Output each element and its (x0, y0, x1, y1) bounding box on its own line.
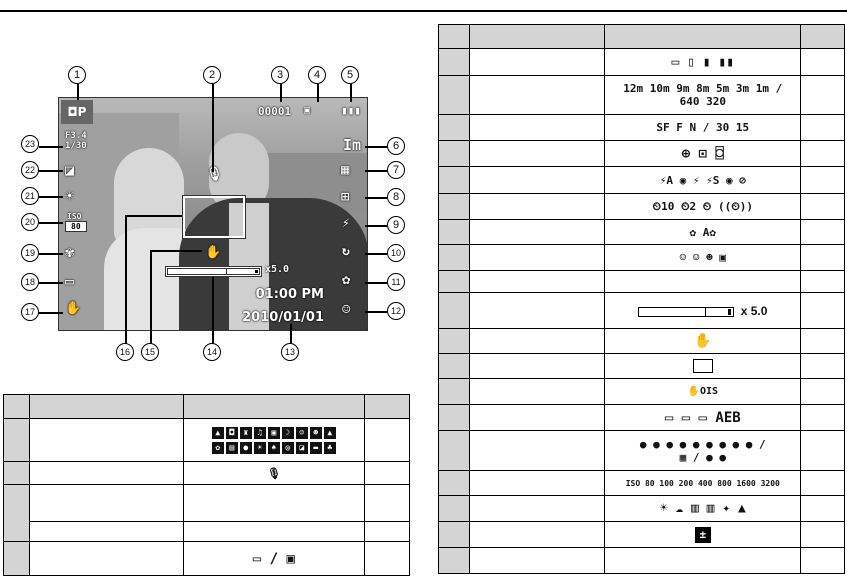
voice-memo-icon: 🎙 (206, 167, 223, 182)
iso-label: ISO (67, 212, 82, 221)
callout-5: 5 (341, 66, 359, 84)
af-frame (182, 195, 246, 239)
time-display: 01:00 PM (255, 287, 324, 302)
internal-memory-icon: ▣ (304, 105, 311, 116)
table-row: ☀ ☁ ▥ ▥ ✦ ▲ (438, 495, 845, 522)
internal-memory-icon: ▣ (286, 550, 295, 567)
table-row: ⚡A ◉ ⚡ ⚡S ◉ ⊘ (438, 166, 845, 194)
table-row: 12m 10m 9m 8m 5m 3m 1m /640 320 (438, 75, 845, 115)
callout-13: 13 (281, 343, 299, 361)
table-row: ☺ ☺ ☻ ▣ (438, 244, 845, 271)
memory-card-icon: ▭ (252, 550, 262, 567)
exposure-compensation-icon: ◪ (65, 161, 75, 179)
face-detection-icons: ☺ ☺ ☻ ▣ (604, 244, 802, 271)
aperture-value: F3.4 (65, 131, 87, 141)
flash-icons: ⚡A ◉ ⚡ ⚡S ◉ ⊘ (604, 166, 802, 194)
table-row: 🎙 (3, 461, 410, 485)
macro-icons: ✿ A✿ (604, 219, 802, 245)
camera-shake-icon: ✋ (604, 328, 802, 354)
callout-17: 17 (21, 303, 39, 321)
white-balance-icons: ☀ ☁ ▥ ▥ ✦ ▲ (604, 495, 802, 522)
color-icon: ✾ (65, 243, 75, 261)
table-row: ± (438, 521, 845, 548)
frame-counter: 00001 (258, 105, 292, 118)
ois-icon: ✋ (65, 301, 82, 316)
zoom-value: x5.0 (265, 264, 290, 275)
zoom-indicator: x 5.0 (604, 292, 802, 329)
quality-icon: ▦ (341, 162, 350, 178)
table-row (438, 353, 845, 379)
callout-18: 18 (21, 273, 39, 291)
table-row (438, 270, 845, 293)
table-row: x 5.0 (438, 292, 845, 329)
program-mode-icon: ◘P (61, 100, 93, 124)
callout-16: 16 (116, 343, 134, 361)
face-detection-icon: ☺ (342, 302, 351, 318)
exposure-compensation-icon: ± (604, 521, 802, 548)
callout-12: 12 (387, 302, 405, 320)
table-row (438, 547, 845, 574)
battery-full-icon: ▮▮▮ (341, 104, 361, 117)
microphone-icon: 🎙 (266, 466, 281, 480)
zoom-bar (165, 266, 262, 277)
color-icons: ● ● ● ● ● ● ● ● ● / ▦ / ● ● (604, 430, 802, 471)
top-rule (0, 10, 847, 12)
table-row: ✋ (438, 328, 845, 354)
right-icon-table: ▭ ▯ ▮ ▮▮ 12m 10m 9m 8m 5m 3m 1m /640 320… (438, 24, 845, 574)
callout-11: 11 (387, 273, 405, 291)
callout-4: 4 (308, 66, 326, 84)
callout-20: 20 (21, 213, 39, 231)
flash-icon: ⚡ (342, 216, 350, 231)
callout-8: 8 (387, 188, 405, 206)
ois-icon: ✋OIS (604, 378, 802, 405)
image-size: Im (343, 136, 362, 154)
table-row: ▭ ▯ ▮ ▮▮ (438, 48, 845, 76)
quality-icons: SF F N / 30 15 (604, 114, 802, 141)
callout-7: 7 (387, 161, 405, 179)
camera-shake-icon: ✋ (205, 245, 222, 260)
image-size-icons: 12m 10m 9m 8m 5m 3m 1m /640 320 (604, 75, 802, 115)
white-balance-icon: ☀ (65, 187, 75, 205)
iso-icons: ISO 80 100 200 400 800 1600 3200 (604, 470, 802, 496)
table-row: ✋OIS (438, 378, 845, 405)
table-row: SF F N / 30 15 (438, 114, 845, 141)
callout-1: 1 (68, 66, 86, 84)
callout-2: 2 (203, 66, 221, 84)
self-timer-icons: ⏲10 ⏲2 ⏲ ((⏲)) (604, 193, 802, 220)
table-row: ISO 80 100 200 400 800 1600 3200 (438, 470, 845, 496)
table-row: ● ● ● ● ● ● ● ● ● / ▦ / ● ● (438, 430, 845, 471)
drive-mode-icons: ▭ ▭ ▭ AEB (604, 404, 802, 431)
callout-19: 19 (21, 244, 39, 262)
table-row: ▭ / ▣ (3, 541, 410, 576)
scene-icons: ▲ ◘ ♜ ♫ ▣ ☽ ☺ ☻ ▲ ✿ ▤ ● ☀ ♠ ◎ ◪ ▬ ♣ (182, 418, 366, 462)
macro-icon: ✿ (342, 272, 351, 288)
af-frame-icon (604, 353, 802, 379)
callout-23: 23 (21, 135, 39, 153)
table-row: ⊕ ⊡ ⌼ (438, 140, 845, 167)
callout-15: 15 (141, 343, 159, 361)
table-row (4, 521, 410, 542)
callout-9: 9 (387, 216, 405, 234)
drive-mode-icon: ▭ (65, 272, 75, 290)
callout-21: 21 (21, 187, 39, 205)
callout-3: 3 (271, 66, 289, 84)
metering-icons: ⊕ ⊡ ⌼ (604, 140, 802, 167)
callout-10: 10 (387, 244, 405, 262)
iso-value: 80 (65, 221, 87, 232)
shutter-speed: 1/30 (65, 141, 87, 151)
table-row: ▲ ◘ ♜ ♫ ▣ ☽ ☺ ☻ ▲ ✿ ▤ ● ☀ ♠ ◎ ◪ ▬ ♣ (3, 418, 410, 462)
callout-6: 6 (387, 137, 405, 155)
table-row (3, 484, 410, 542)
metering-icon: ⊞ (341, 189, 350, 205)
table-row: ▭ ▭ ▭ AEB (438, 404, 845, 431)
self-timer-icon: ↻ (342, 244, 350, 259)
battery-icons: ▭ ▯ ▮ ▮▮ (604, 48, 802, 76)
table-row: ⏲10 ⏲2 ⏲ ((⏲)) (438, 193, 845, 220)
callout-22: 22 (21, 161, 39, 179)
table-row: ✿ A✿ (438, 219, 845, 245)
date-display: 2010/01/01 (242, 310, 324, 325)
callout-14: 14 (203, 343, 221, 361)
left-icon-table: ▲ ◘ ♜ ♫ ▣ ☽ ☺ ☻ ▲ ✿ ▤ ● ☀ ♠ ◎ ◪ ▬ ♣ 🎙 ▭ / ▣ (3, 394, 410, 576)
